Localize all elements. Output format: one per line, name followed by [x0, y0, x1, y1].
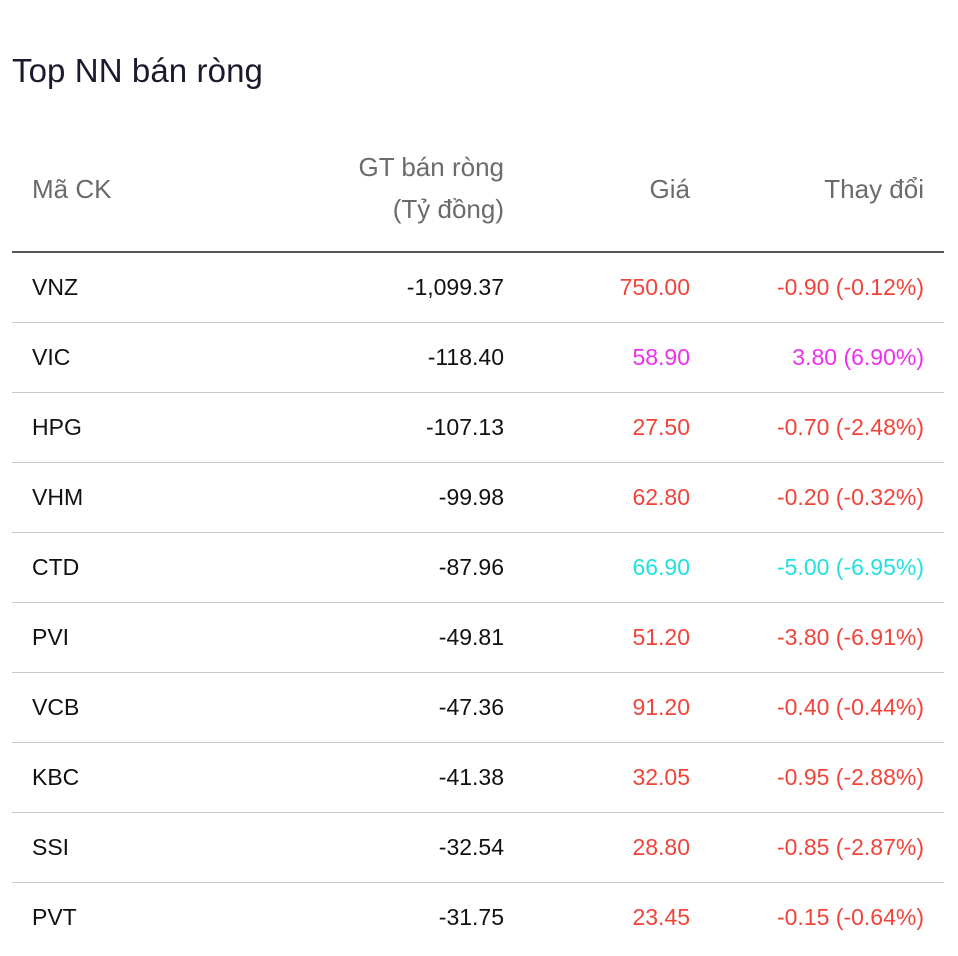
- price-change: -0.20 (-0.32%): [776, 484, 924, 510]
- column-header-price[interactable]: Giá: [649, 174, 690, 204]
- price: 91.20: [632, 694, 690, 720]
- column-header-code[interactable]: Mã CK: [32, 174, 112, 204]
- price: 750.00: [619, 274, 690, 300]
- table-row[interactable]: SSI -32.54 28.80 -0.85 (-2.87%): [12, 813, 944, 883]
- column-header-net-sell-value-line1: GT bán ròng: [358, 152, 504, 182]
- price: 51.20: [632, 624, 690, 650]
- price-change: -0.70 (-2.48%): [776, 414, 924, 440]
- price-change: -0.90 (-0.12%): [776, 274, 924, 300]
- stock-code[interactable]: VCB: [32, 694, 80, 720]
- price-change: -0.15 (-0.64%): [776, 904, 924, 930]
- column-header-change[interactable]: Thay đổi: [824, 174, 924, 204]
- table-row[interactable]: PVT -31.75 23.45 -0.15 (-0.64%): [12, 883, 944, 952]
- table-row[interactable]: HPG -107.13 27.50 -0.70 (-2.48%): [12, 393, 944, 463]
- net-sell-value: -99.98: [438, 484, 504, 510]
- stock-code[interactable]: HPG: [32, 414, 82, 440]
- stock-code[interactable]: SSI: [32, 834, 70, 860]
- table-row[interactable]: VHM -99.98 62.80 -0.20 (-0.32%): [12, 463, 944, 533]
- stock-code[interactable]: VHM: [32, 484, 84, 510]
- table-row[interactable]: CTD -87.96 66.90 -5.00 (-6.95%): [12, 533, 944, 603]
- net-sell-value: -1,099.37: [406, 274, 504, 300]
- column-header-net-sell-value[interactable]: GT bán ròng (Tỷ đồng): [358, 146, 504, 230]
- net-sell-value: -47.36: [438, 694, 504, 720]
- table-row[interactable]: KBC -41.38 32.05 -0.95 (-2.88%): [12, 743, 944, 813]
- net-sell-value: -118.40: [427, 344, 504, 370]
- price: 32.05: [632, 764, 690, 790]
- price: 23.45: [632, 904, 690, 930]
- stock-code[interactable]: CTD: [32, 554, 80, 580]
- stock-code[interactable]: PVI: [32, 624, 70, 650]
- price: 62.80: [632, 484, 690, 510]
- table-row[interactable]: PVI -49.81 51.20 -3.80 (-6.91%): [12, 603, 944, 673]
- stock-code[interactable]: KBC: [32, 764, 80, 790]
- price: 66.90: [632, 554, 690, 580]
- net-sell-value: -41.38: [438, 764, 504, 790]
- table-row[interactable]: VNZ -1,099.37 750.00 -0.90 (-0.12%): [12, 253, 944, 323]
- price: 27.50: [632, 414, 690, 440]
- price-change: -3.80 (-6.91%): [776, 624, 924, 650]
- price-change: -0.85 (-2.87%): [776, 834, 924, 860]
- column-header-net-sell-value-line2: (Tỷ đồng): [392, 194, 504, 224]
- table-header: Mã CK GT bán ròng (Tỷ đồng) Giá Thay đổi: [12, 144, 944, 253]
- net-sell-value: -107.13: [425, 414, 504, 440]
- table-row[interactable]: VCB -47.36 91.20 -0.40 (-0.44%): [12, 673, 944, 743]
- foreign-net-sell-table: Mã CK GT bán ròng (Tỷ đồng) Giá Thay đổi…: [12, 144, 944, 952]
- net-sell-value: -32.54: [438, 834, 504, 860]
- price-change: 3.80 (6.90%): [792, 344, 924, 370]
- net-sell-value: -49.81: [438, 624, 504, 650]
- stock-code[interactable]: PVT: [32, 904, 77, 930]
- page-title: Top NN bán ròng: [12, 52, 263, 89]
- net-sell-value: -31.75: [438, 904, 504, 930]
- stock-code[interactable]: VIC: [32, 344, 71, 370]
- price-change: -5.00 (-6.95%): [776, 554, 924, 580]
- price-change: -0.40 (-0.44%): [776, 694, 924, 720]
- net-sell-value: -87.96: [438, 554, 504, 580]
- table-row[interactable]: VIC -118.40 58.90 3.80 (6.90%): [12, 323, 944, 393]
- price: 28.80: [632, 834, 690, 860]
- stock-code[interactable]: VNZ: [32, 274, 78, 300]
- price: 58.90: [632, 344, 690, 370]
- price-change: -0.95 (-2.88%): [776, 764, 924, 790]
- table-body: VNZ -1,099.37 750.00 -0.90 (-0.12%) VIC -118.…: [12, 253, 944, 952]
